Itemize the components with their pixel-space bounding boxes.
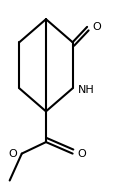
Text: NH: NH — [77, 85, 94, 95]
Text: O: O — [92, 22, 101, 32]
Text: O: O — [8, 149, 17, 159]
Text: O: O — [77, 149, 86, 159]
